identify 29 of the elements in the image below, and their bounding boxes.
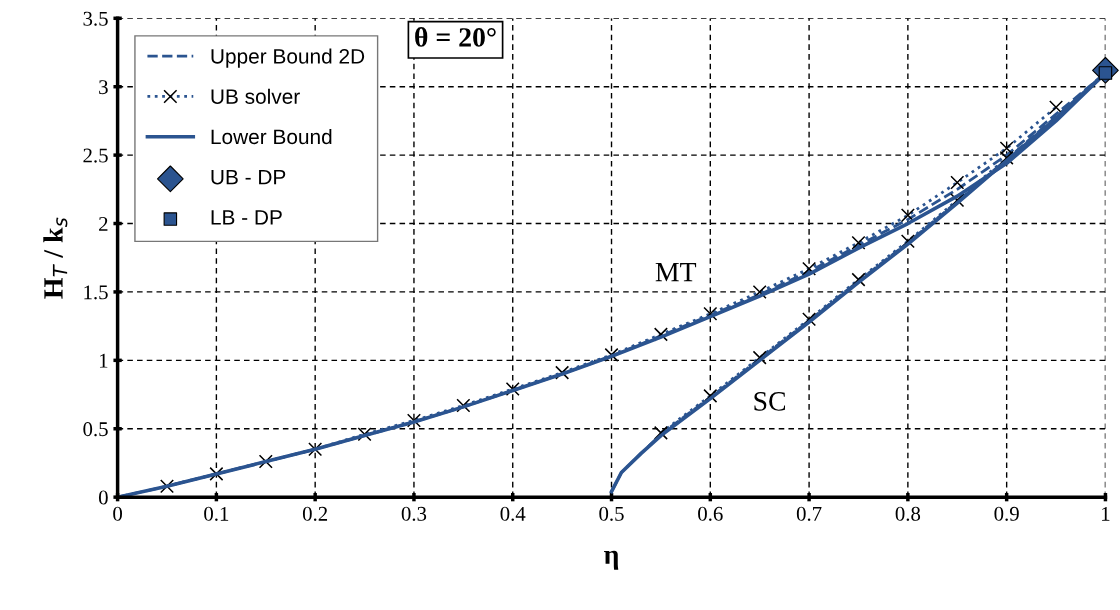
x-tick-label: 0.9 bbox=[994, 506, 1019, 521]
x-tick-label: 0.4 bbox=[500, 506, 526, 521]
x-tick-label: 0.3 bbox=[401, 506, 427, 521]
annotation: MT bbox=[655, 262, 697, 282]
x-tick-label: 0.6 bbox=[698, 506, 723, 521]
annotation: θ = 20° bbox=[415, 27, 496, 47]
y-tick-label: 1.5 bbox=[84, 285, 108, 300]
y-tick-label: 2 bbox=[99, 216, 108, 231]
y-tick-label: 3 bbox=[99, 80, 108, 95]
legend-label: LB - DP bbox=[211, 210, 282, 225]
x-axis-title: η bbox=[604, 550, 619, 570]
x-tick-label: 0 bbox=[113, 506, 123, 521]
x-tick-label: 0.7 bbox=[796, 506, 822, 521]
legend-label: Lower Bound bbox=[211, 128, 332, 145]
x-tick-label: 1 bbox=[1102, 506, 1110, 521]
annotation: SC bbox=[754, 392, 786, 411]
y-tick-label: 1 bbox=[99, 353, 108, 368]
x-tick-label: 0.8 bbox=[895, 506, 921, 521]
y-tick-label: 2.5 bbox=[83, 148, 108, 163]
x-tick-label: 0.1 bbox=[204, 506, 229, 521]
x-tick-label: 0.5 bbox=[599, 506, 624, 521]
legend-label: UB - DP bbox=[211, 169, 286, 185]
y-tick-label: 0 bbox=[98, 490, 108, 505]
legend-label: UB solver bbox=[211, 88, 300, 104]
y-axis-title: H$_{T}$ / k$_{s}$ bbox=[43, 217, 68, 299]
y-tick-label: 0.5 bbox=[83, 422, 108, 437]
x-tick-label: 0.2 bbox=[302, 506, 328, 521]
legend-label: Upper Bound 2D bbox=[211, 48, 365, 68]
y-tick-label: 3.5 bbox=[83, 11, 108, 26]
